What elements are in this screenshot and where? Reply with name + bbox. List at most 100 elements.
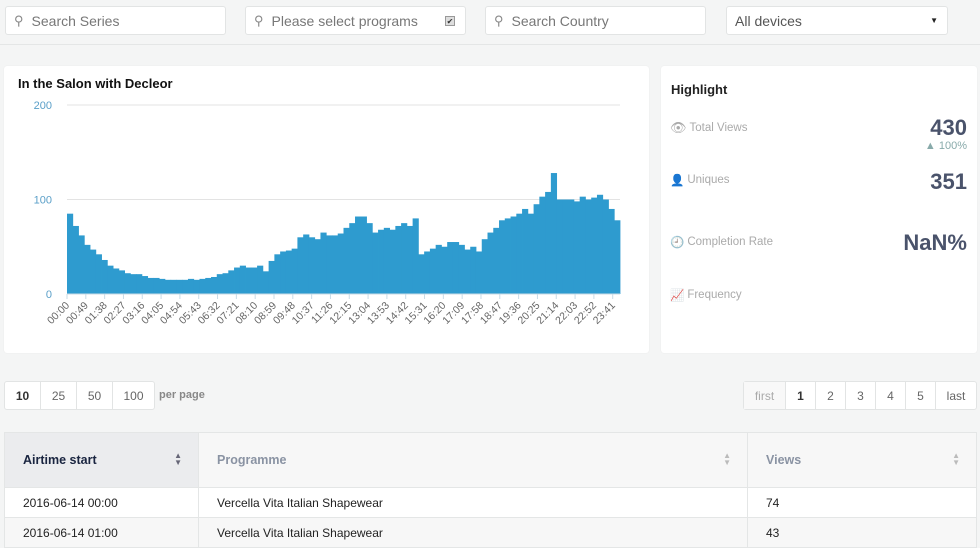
page-1[interactable]: 1 [786, 382, 816, 409]
cell-views: 43 [747, 517, 977, 548]
bar [297, 237, 304, 294]
bar [602, 199, 609, 294]
bar [418, 254, 425, 294]
devices-select[interactable]: All devices ▼ [726, 6, 948, 35]
search-country-input[interactable]: ⚲ Search Country [485, 6, 706, 35]
clock-icon: 🕘 [670, 237, 685, 249]
bar [303, 234, 310, 294]
bar [366, 223, 373, 294]
bar [516, 213, 523, 294]
bar [568, 199, 575, 294]
bar [141, 276, 149, 294]
table-row[interactable]: 2016-06-14 01:00 Vercella Vita Italian S… [4, 517, 977, 548]
total-views-text: Total Views [689, 122, 748, 134]
bar [199, 278, 206, 294]
page-2[interactable]: 2 [816, 382, 846, 409]
highlight-title: Highlight [671, 82, 728, 97]
bar [228, 270, 235, 294]
bar [84, 244, 91, 294]
bar [136, 274, 143, 294]
column-views[interactable]: Views ▲ ▼ [747, 432, 977, 488]
completion-rate-label: 🕘 Completion Rate [670, 235, 773, 249]
cell-views: 74 [747, 487, 977, 518]
search-series-placeholder: Search Series [31, 12, 120, 29]
pagination: first 1 2 3 4 5 last [743, 381, 977, 410]
airtime-table: Airtime start ▲ ▼ Programme ▲ ▼ Views ▲ ▼ 2016… [4, 432, 977, 548]
search-country-placeholder: Search Country [511, 12, 609, 29]
bar [170, 279, 177, 294]
bar [245, 267, 252, 294]
bar [499, 220, 506, 294]
bar [435, 244, 442, 294]
bar [262, 271, 270, 294]
per-page-25[interactable]: 25 [41, 382, 77, 409]
bar [383, 227, 390, 294]
program-select-placeholder: Please select programs [271, 12, 418, 29]
bar [452, 242, 460, 294]
bar [331, 235, 339, 294]
per-page-10[interactable]: 10 [5, 382, 41, 409]
per-page-selector: 10 25 50 100 [4, 381, 155, 410]
bar [470, 246, 477, 294]
bar [337, 233, 344, 294]
checkbox-icon[interactable]: ✔ [445, 15, 455, 26]
per-page-label: per page [159, 389, 205, 401]
search-series-input[interactable]: ⚲ Search Series [5, 6, 226, 35]
caret-down-icon: ▼ [930, 16, 938, 25]
bar [591, 197, 598, 294]
sort-icon: ▲ ▼ [952, 451, 960, 467]
bar [320, 232, 327, 294]
bar [285, 250, 293, 294]
program-select[interactable]: ⚲ Please select programs ✔ [245, 6, 466, 35]
page-3[interactable]: 3 [846, 382, 876, 409]
line-chart-icon: 📈 [670, 290, 685, 302]
completion-rate-value: NaN% [903, 230, 967, 255]
bar [187, 278, 195, 294]
bar [406, 225, 414, 294]
sort-icon: ▲ ▼ [174, 451, 182, 467]
devices-select-value: All devices [735, 12, 802, 29]
table-row[interactable]: 2016-06-14 00:00 Vercella Vita Italian S… [4, 487, 977, 518]
bar [412, 218, 419, 294]
bar [159, 278, 166, 294]
page-5[interactable]: 5 [906, 382, 936, 409]
table-header: Airtime start ▲ ▼ Programme ▲ ▼ Views ▲ ▼ [4, 432, 977, 488]
bar [360, 216, 367, 294]
highlight-card: Highlight 👁 Total Views 430 ▲ 100% 👤 Uniqu… [661, 66, 977, 353]
page-first[interactable]: first [744, 382, 786, 409]
bar [579, 196, 586, 294]
per-page-100[interactable]: 100 [123, 388, 144, 403]
bar [326, 235, 333, 294]
header-label: Programme [217, 453, 287, 467]
bar [487, 232, 494, 294]
y-tick-label: 200 [34, 100, 52, 112]
page-4[interactable]: 4 [876, 382, 906, 409]
bar [493, 227, 500, 294]
bar [78, 235, 85, 294]
bar [424, 251, 431, 294]
column-programme[interactable]: Programme ▲ ▼ [198, 432, 748, 488]
bar [234, 267, 241, 294]
bar [464, 249, 471, 294]
bar [458, 244, 465, 294]
per-page-50[interactable]: 50 [77, 382, 113, 409]
cell-programme: Vercella Vita Italian Shapewear [198, 487, 748, 518]
bar [211, 276, 218, 294]
user-icon: 👤 [670, 175, 685, 187]
bar [280, 251, 287, 294]
page-last[interactable]: last [946, 388, 966, 403]
column-airtime-start[interactable]: Airtime start ▲ ▼ [4, 432, 199, 488]
completion-rate-text: Completion Rate [687, 236, 773, 248]
bar [372, 232, 379, 294]
bar [522, 208, 529, 294]
bar [573, 201, 581, 294]
search-icon: ⚲ [254, 12, 264, 28]
bar [67, 213, 74, 294]
bar [107, 265, 114, 294]
uniques-value: 351 [930, 169, 967, 194]
bar [481, 239, 488, 294]
divider [0, 44, 980, 45]
bar [527, 213, 534, 294]
bar [510, 216, 517, 294]
y-tick-label: 0 [46, 289, 52, 301]
